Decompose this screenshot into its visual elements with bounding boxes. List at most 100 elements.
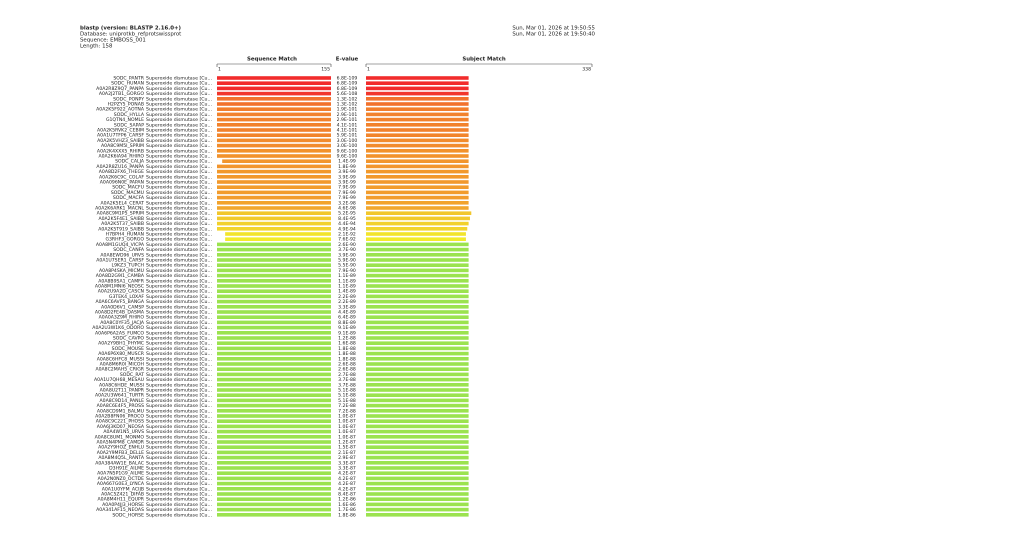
query-match-bar: [217, 216, 331, 221]
hit-id[interactable]: SODC_CANFA: [113, 247, 145, 253]
hit-id[interactable]: A0A2J2TB1_GORGO: [99, 91, 145, 97]
hit-id[interactable]: A0A2U3W641_TURTR: [95, 393, 145, 399]
hit-id[interactable]: A0A8M4H11_EQUPR: [98, 497, 145, 503]
hit-id[interactable]: A0AC5Z421_DIFAB: [101, 492, 144, 498]
subject-match-bar: [366, 336, 469, 340]
hit-id[interactable]: A0A2R8Z9Q7_PANPA: [96, 86, 145, 92]
hit-id[interactable]: A0A6P6A2AS_FUMCO: [95, 330, 144, 336]
hit-id[interactable]: A0A8CD9M1_BALMU: [97, 408, 144, 414]
hit-id[interactable]: A0A384AW1E_BALAC: [95, 460, 144, 466]
hit-id[interactable]: A0A2K4XXX5_RHIRB: [97, 148, 144, 154]
hit-id[interactable]: SODC_SAPAP: [114, 122, 144, 128]
hit-id[interactable]: SODC_HUMAN: [111, 81, 144, 87]
hit-id[interactable]: A0A2K5EL4_CERAT: [101, 200, 145, 206]
hit-id[interactable]: A0A2K6IA94_RHIRO: [98, 154, 144, 160]
hit-id[interactable]: A0A8D2FX6_THEGE: [99, 169, 144, 175]
hit-id[interactable]: A0A8C8UM1_MONMO: [95, 434, 145, 440]
hit-id[interactable]: A0A2K5VHZ3_SAIBB: [97, 138, 144, 144]
hit-id[interactable]: A0A7N5P1G9_AILME: [97, 471, 144, 477]
hit-id[interactable]: D3H91E_AILME: [109, 466, 144, 472]
hit-id[interactable]: A0A6P6X80_MUSCR: [98, 351, 145, 357]
subject-match-bar: [366, 409, 469, 413]
hit-id[interactable]: A0A8C9D14_PANLE: [100, 398, 145, 404]
hit-id[interactable]: A0A5N4PM8_CAMDR: [97, 440, 145, 446]
hit-id[interactable]: A0A8C2MAH5_CRIGR: [95, 367, 144, 373]
hit-id[interactable]: A0A6C6AVF5_BANGA: [95, 299, 144, 305]
hit-description: Superoxide dismutase [Cu...: [146, 138, 212, 144]
hit-id[interactable]: SODC_CAVPO: [113, 336, 145, 342]
hit-id[interactable]: A0A1U0YFM_ACIJB: [102, 486, 144, 492]
hit-id[interactable]: A0A2K5T919_SAIBB: [98, 226, 144, 232]
hit-id[interactable]: A0A0D6V1_CAMSP: [101, 304, 144, 310]
hit-id[interactable]: A0A2K5F922_AOTNA: [96, 107, 145, 113]
hit-id[interactable]: A0A2B8FN06_PROCO: [95, 414, 144, 420]
hit-id[interactable]: A0A8C6HFC8_MUSSI: [97, 356, 144, 362]
hit-id[interactable]: A0A8P4SKA_MICMU: [99, 268, 144, 274]
hit-id[interactable]: A0A8C0YF35_JACJA: [100, 320, 145, 326]
subject-match-bar: [366, 154, 469, 158]
hit-id[interactable]: A0A4W1N5_URVS: [103, 429, 144, 435]
hit-id[interactable]: SODC_HYLLA: [114, 112, 145, 118]
hit-id[interactable]: H2PZY5_PONAB: [108, 102, 144, 108]
hit-id[interactable]: A0A2Y9HOZ_ENHLU: [98, 445, 144, 451]
hit-id[interactable]: A0A2K6ARK1_MACNL: [95, 206, 144, 212]
hit-id[interactable]: A0A8D2FE4B_DASMA: [95, 310, 145, 316]
hit-id[interactable]: G3TEK4_LOXAF: [109, 294, 144, 300]
hit-id[interactable]: A0A1U7SER1_CARSF: [96, 258, 144, 264]
hit-id[interactable]: G1QTN4_NOMLE: [106, 117, 144, 123]
hit-id[interactable]: A0A2K5T37_SAIBB: [101, 221, 144, 227]
hit-id[interactable]: A0A667G0E3_LYNCA: [97, 481, 145, 487]
hit-id[interactable]: A0A096N0E_PAPAN: [100, 180, 144, 186]
subject-match-bar: [366, 315, 469, 319]
hit-id[interactable]: A0A2U3W1K6_ODORO: [92, 325, 144, 331]
subject-match-bar: [366, 123, 469, 127]
hit-id[interactable]: SODC_CALJA: [115, 159, 145, 165]
subject-match-bar: [366, 481, 469, 486]
hit-id[interactable]: A0A8C6E4F5_PROSS: [97, 403, 144, 409]
hit-id[interactable]: A0A2K5F4E1_SAIBB: [98, 216, 144, 222]
hit-id[interactable]: SODC_PANTR: [113, 76, 144, 82]
hit-id[interactable]: A0A8D2G9I1_CAMBA: [96, 273, 145, 279]
hit-id[interactable]: A0A8B9SA1_CAMFR: [98, 278, 145, 284]
hit-id[interactable]: A0A8C9M1P5_SPRIM: [97, 211, 144, 217]
query-match-bar: [217, 242, 331, 247]
hit-id[interactable]: SODC_MACFU: [112, 185, 144, 191]
query-match-bar: [217, 471, 331, 475]
hit-id[interactable]: A0A8C9M5I_SPRIM: [101, 143, 144, 149]
hit-id[interactable]: A0A2R8ZU16_PANPA: [96, 164, 144, 170]
hit-id[interactable]: G3RHF3_GORGO: [105, 237, 144, 243]
hit-id[interactable]: L9KZ3_TUPCH: [112, 263, 144, 269]
hit-id[interactable]: A0A1U7QH68_MESAU: [94, 377, 144, 383]
hit-id[interactable]: SODC_HORSE: [112, 512, 144, 518]
hit-id[interactable]: H7BPH4_HUMAN: [106, 232, 144, 238]
hit-id[interactable]: SODC_PONPY: [113, 96, 144, 102]
hit-id[interactable]: A0A0P4JJ3_HORSE: [102, 502, 144, 508]
hit-id[interactable]: A0A2Y9MFB3_DELLE: [97, 450, 144, 456]
hit-id[interactable]: A0A8M1MNI6_NEOSC: [95, 284, 144, 290]
hit-id[interactable]: A0A8EWD96_URVS: [100, 252, 144, 258]
hit-id[interactable]: A0A8M1GUQ4_VICPA: [96, 242, 145, 248]
hit-id[interactable]: A0A0A3Z9M_RHIRO: [99, 315, 145, 321]
subject-match-bar: [366, 502, 469, 507]
hit-id[interactable]: A0A8M6R0I_MICOH: [100, 362, 144, 368]
hit-id[interactable]: SODC_MOUSE: [112, 346, 144, 352]
hit-id[interactable]: A0A8U2T11_PANPR: [100, 388, 145, 394]
hit-id[interactable]: A0A6J3KD07_NEOSA: [97, 424, 145, 430]
hit-id[interactable]: A0A8M4Q5L_RANTA: [98, 455, 144, 461]
hit-id[interactable]: SODC_MACMU: [111, 190, 144, 196]
hit-id[interactable]: A0A2N0NZ0_OCTDE: [98, 476, 144, 482]
hit-id[interactable]: A0A2Y9BH1_PHYMC: [98, 341, 144, 347]
hit-id[interactable]: A0A2U9A2D_CASCN: [98, 289, 144, 295]
hit-id[interactable]: A0A8C9C221_PHOSS: [96, 419, 144, 425]
hit-id[interactable]: SODC_MACFA: [113, 195, 145, 201]
query-match-bar: [217, 372, 331, 377]
hit-evalue: 1.0E-87: [338, 429, 356, 435]
hit-id[interactable]: A0A8C6HDE_MUSSI: [99, 382, 144, 388]
hit-evalue: 5.1E-88: [338, 398, 356, 404]
hit-id[interactable]: A0A2K5RVK2_CEBIM: [97, 128, 144, 134]
hit-id[interactable]: A0A1U7TFP6_CARSF: [97, 133, 144, 139]
hit-id[interactable]: A0A341AF15_NEOAS: [96, 507, 144, 513]
hit-id[interactable]: A0A2K6C9C_COLAF: [99, 174, 144, 180]
subject-match-bar: [366, 455, 469, 460]
hit-id[interactable]: SODC_RAT: [120, 372, 144, 378]
